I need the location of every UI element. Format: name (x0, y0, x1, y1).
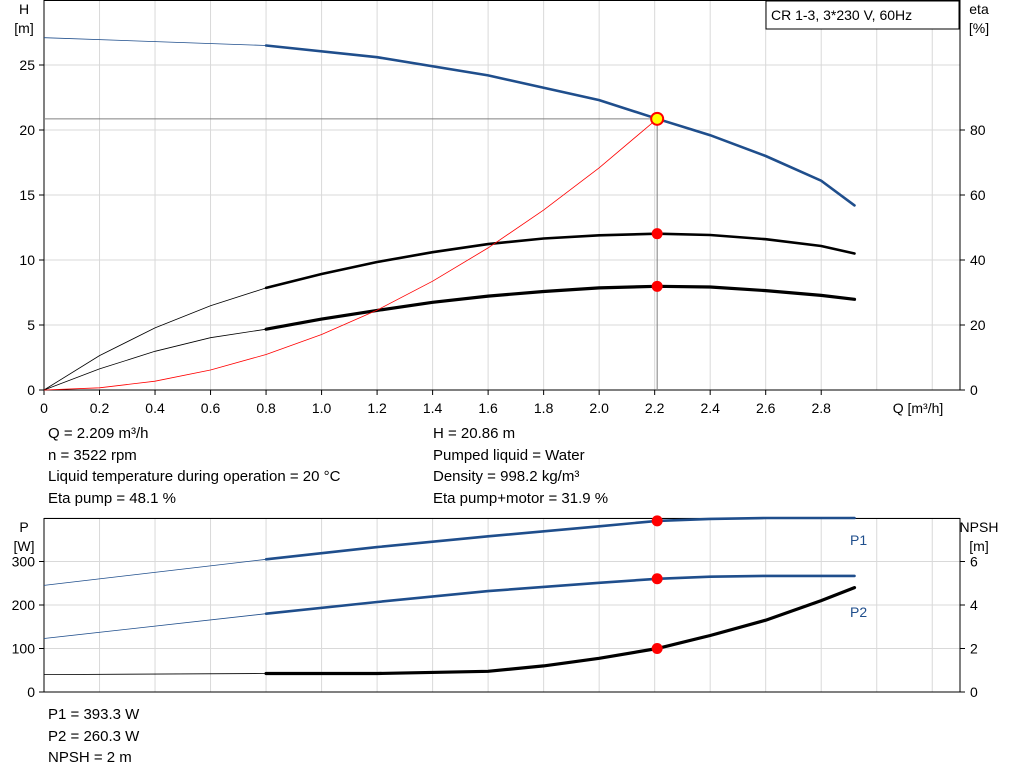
info-speed: n = 3522 rpm (48, 446, 137, 464)
bottom-chart-y2tick-label: 4 (970, 597, 978, 613)
bottom-chart-y2label-top: NPSH (960, 519, 999, 535)
bottom-chart-ytick-label: 200 (12, 597, 36, 613)
info-eta-pump: Eta pump = 48.1 % (48, 489, 176, 507)
x-tick-label: 2.2 (645, 400, 665, 416)
bottom-chart-p1-curve-extrapolated (43, 558, 267, 586)
bottom-chart-ytick-label: 300 (12, 554, 36, 570)
x-tick-label: 1.6 (478, 400, 498, 416)
top-chart-ytick-label: 0 (27, 382, 35, 398)
info-eta-total: Eta pump+motor = 31.9 % (433, 489, 609, 507)
x-axis-label: Q [m³/h] (893, 400, 944, 416)
x-tick-label: 2.6 (756, 400, 776, 416)
bottom-chart-duty-marker (651, 515, 663, 527)
top-chart-ylabel-top: H (19, 1, 29, 17)
top-chart-ytick-label: 15 (19, 187, 35, 203)
top-chart-head-curve-extrapolated (43, 37, 267, 46)
x-tick-label: 1.0 (312, 400, 332, 416)
info-flow: Q = 2.209 m³/h (48, 425, 149, 442)
info-top-left: Q = 2.209 m³/h n = 3522 rpm Liquid tempe… (48, 423, 340, 509)
info-pumped-liquid: Pumped liquid = Water (433, 446, 585, 464)
info-head: H = 20.86 m (433, 425, 516, 442)
top-chart-eta_pump-curve-extrapolated (43, 287, 267, 391)
top-chart-y2label-bottom: [%] (969, 20, 989, 36)
top-chart-ytick-label: 10 (19, 252, 35, 268)
top-chart-system-curve (43, 118, 658, 391)
x-tick-label: 0.6 (201, 400, 221, 416)
top-chart-duty-marker (651, 228, 663, 240)
bottom-chart-y2label-bottom: [m] (969, 538, 988, 554)
x-tick-label: 1.2 (367, 400, 387, 416)
bottom-chart-y2tick-label: 2 (970, 641, 978, 657)
x-tick-label: 2.4 (700, 400, 720, 416)
x-tick-label: 2.0 (589, 400, 609, 416)
p1-series-label: P1 (850, 532, 867, 548)
info-liquid-temperature: Liquid temperature during operation = 20… (48, 468, 341, 485)
bottom-chart-ylabel-top: P (19, 519, 28, 535)
top-chart-eta_pump-curve (264, 232, 856, 290)
legend-box (765, 0, 960, 30)
bottom-chart-p2-curve-extrapolated (43, 613, 267, 639)
top-chart-y2tick-label: 0 (970, 382, 978, 398)
top-chart-ylabel-bottom: [m] (14, 20, 33, 36)
top-chart-y2tick-label: 80 (970, 122, 986, 138)
x-tick-label: 2.8 (811, 400, 831, 416)
bottom-chart-npsh-curve (264, 585, 857, 676)
legend-box-text: CR 1-3, 3*230 V, 60Hz (771, 7, 912, 23)
info-p1: P1 = 393.3 W (48, 706, 140, 723)
info-p2: P2 = 260.3 W (48, 727, 140, 745)
x-tick-label: 1.8 (534, 400, 554, 416)
info-top-right: H = 20.86 m Pumped liquid = Water Densit… (433, 423, 608, 509)
info-npsh: NPSH = 2 m (48, 749, 132, 766)
bottom-chart-duty-marker (651, 573, 663, 585)
x-tick-label: 0.8 (256, 400, 276, 416)
x-tick-label: 0.2 (90, 400, 110, 416)
bottom-chart-y2tick-label: 0 (970, 684, 978, 700)
top-chart-y2tick-label: 60 (970, 187, 986, 203)
top-chart-ytick-label: 5 (27, 317, 35, 333)
bottom-chart-y2tick-label: 6 (970, 554, 978, 570)
x-tick-label: 0.4 (145, 400, 165, 416)
bottom-chart-ytick-label: 0 (27, 684, 35, 700)
top-chart-y2label-top: eta (969, 1, 989, 17)
top-chart-y2tick-label: 40 (970, 252, 986, 268)
bottom-chart-ylabel-bottom: [W] (14, 538, 35, 554)
info-bottom: P1 = 393.3 W P2 = 260.3 W NPSH = 2 m (48, 704, 139, 769)
info-density: Density = 998.2 kg/m³ (433, 468, 580, 485)
duty-point-marker (650, 111, 665, 126)
p2-series-label: P2 (850, 604, 867, 620)
bottom-chart-npsh-curve-extrapolated (43, 673, 267, 675)
top-chart-y2tick-label: 20 (970, 317, 986, 333)
bottom-chart-ytick-label: 100 (12, 641, 36, 657)
top-chart-eta_total-curve-extrapolated (43, 328, 267, 391)
bottom-chart-duty-marker (651, 643, 663, 654)
top-chart-ytick-label: 25 (19, 57, 35, 73)
top-chart-duty-marker (651, 280, 663, 292)
x-tick-label: 1.4 (423, 400, 443, 416)
x-tick-label: 0 (40, 400, 48, 416)
top-chart-eta_total-curve (264, 284, 857, 331)
top-chart-ytick-label: 20 (19, 122, 35, 138)
